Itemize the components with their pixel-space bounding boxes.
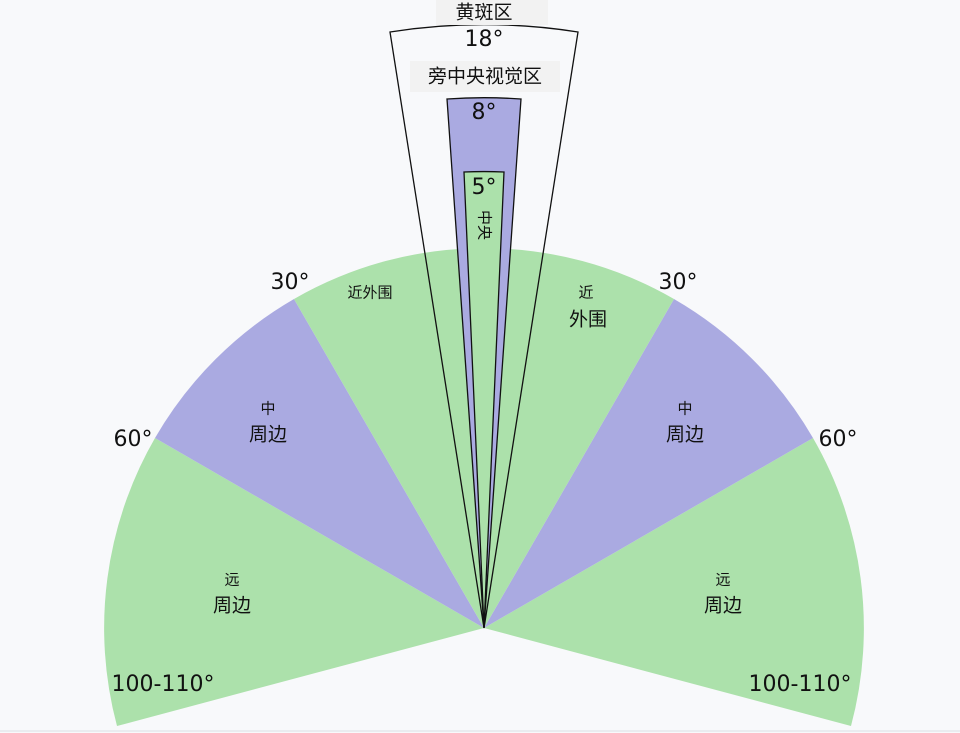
angle-label: 100-110° bbox=[749, 672, 852, 697]
macula-label: 黄斑区 bbox=[455, 2, 512, 24]
mid-periphery-right-label: 中 bbox=[677, 400, 692, 418]
mid-periphery-left-label: 中 bbox=[260, 400, 275, 418]
angle-label: 60° bbox=[114, 427, 153, 452]
far-periphery-left-label: 周边 bbox=[213, 595, 251, 617]
angle-label: 60° bbox=[819, 427, 858, 452]
paracentral-label-box bbox=[410, 61, 560, 92]
near-periphery-right-label: 外围 bbox=[569, 309, 607, 331]
angle-label: 100-110° bbox=[112, 672, 215, 697]
near-periphery-left-label: 近外围 bbox=[347, 284, 392, 302]
central-angle: 5° bbox=[472, 175, 497, 200]
macula-angle: 18° bbox=[465, 27, 504, 52]
far-periphery-right-label: 周边 bbox=[704, 595, 742, 617]
near-periphery-right-label: 近 bbox=[578, 284, 593, 302]
central-label: 中央 bbox=[476, 210, 494, 240]
far-periphery-right bbox=[484, 438, 864, 726]
paracentral-angle: 8° bbox=[472, 100, 497, 125]
far-periphery-left bbox=[104, 438, 485, 726]
macula-label-box bbox=[436, 0, 548, 25]
paracentral-label: 旁中央视觉区 bbox=[428, 66, 542, 88]
far-periphery-left-label: 远 bbox=[224, 571, 239, 589]
mid-periphery-left bbox=[155, 299, 484, 628]
mid-periphery-right bbox=[484, 299, 813, 628]
angle-label: 30° bbox=[271, 270, 310, 295]
mid-periphery-right-label: 周边 bbox=[666, 424, 704, 446]
angle-label: 30° bbox=[659, 270, 698, 295]
far-periphery-right-label: 远 bbox=[715, 571, 730, 589]
central-wedge bbox=[463, 170, 505, 629]
mid-periphery-left-label: 周边 bbox=[249, 424, 287, 446]
